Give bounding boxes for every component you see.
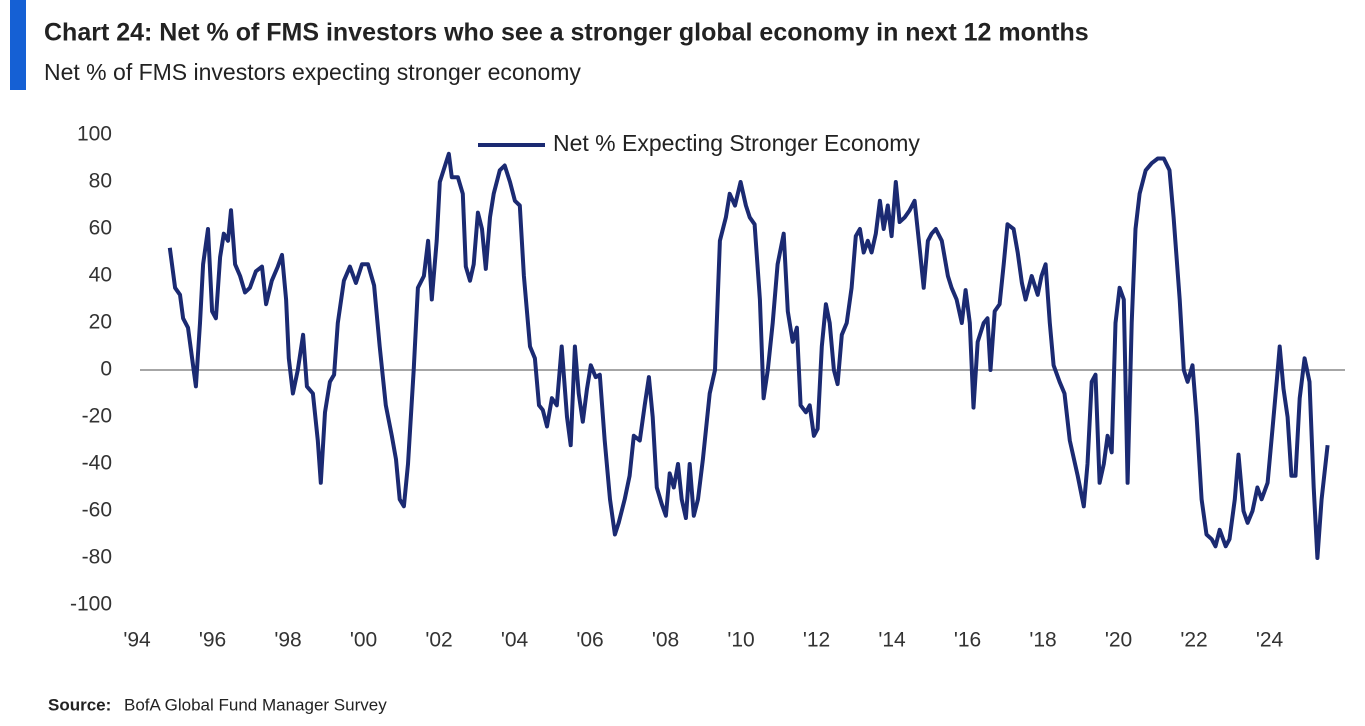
x-tick-label: '96 <box>199 629 226 652</box>
chart-subtitle: Net % of FMS investors expecting stronge… <box>44 59 581 85</box>
y-tick-label: 60 <box>89 217 112 240</box>
x-tick-label: '14 <box>878 629 906 652</box>
x-tick-label: '00 <box>350 629 377 652</box>
accent-bar <box>10 0 26 90</box>
source-label: Source: <box>48 695 111 714</box>
source-text: BofA Global Fund Manager Survey <box>124 695 387 714</box>
y-tick-label: 100 <box>77 123 112 146</box>
x-tick-label: '08 <box>652 629 679 652</box>
legend-label: Net % Expecting Stronger Economy <box>553 130 920 156</box>
x-tick-label: '04 <box>501 629 529 652</box>
y-tick-label: 20 <box>89 311 112 334</box>
y-tick-label: 0 <box>100 358 112 381</box>
x-tick-label: '18 <box>1029 629 1056 652</box>
x-tick-label: '20 <box>1105 629 1132 652</box>
chart-title: Chart 24: Net % of FMS investors who see… <box>44 19 1089 47</box>
y-tick-label: -40 <box>82 452 112 475</box>
y-tick-label: -80 <box>82 546 112 569</box>
data-line <box>167 151 1330 560</box>
y-tick-label: -100 <box>70 593 112 616</box>
x-tick-label: '98 <box>274 629 301 652</box>
x-tick-label: '06 <box>576 629 603 652</box>
x-tick-label: '02 <box>425 629 452 652</box>
x-tick-label: '16 <box>954 629 981 652</box>
y-tick-label: -60 <box>82 499 112 522</box>
x-tick-label: '10 <box>727 629 754 652</box>
y-tick-label: 40 <box>89 264 112 287</box>
x-tick-label: '12 <box>803 629 830 652</box>
y-tick-label: -20 <box>82 405 112 428</box>
x-tick-label: '22 <box>1180 629 1207 652</box>
y-tick-label: 80 <box>89 170 112 193</box>
x-tick-label: '94 <box>123 629 151 652</box>
x-tick-label: '24 <box>1256 629 1284 652</box>
